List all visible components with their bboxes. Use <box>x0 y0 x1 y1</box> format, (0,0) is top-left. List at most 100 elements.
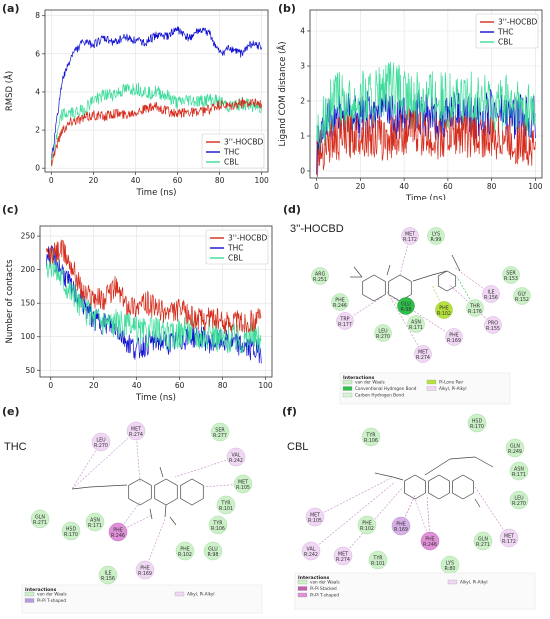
panel-label-e: (e) <box>2 405 20 418</box>
residue-name: MET <box>418 350 428 356</box>
x-tick-label: 60 <box>173 176 183 185</box>
residue-number: R:80 <box>445 566 456 572</box>
panel-label-d: (d) <box>283 203 301 216</box>
residue-number: R:170 <box>470 424 484 430</box>
residue-name: GLN <box>510 444 520 450</box>
ligand-bond <box>424 458 451 476</box>
residue-name: VAL <box>232 453 241 459</box>
residue-disc <box>98 565 118 585</box>
ligand-bond <box>412 274 433 282</box>
residue-disc <box>226 447 246 467</box>
residue-disc <box>361 427 381 447</box>
residue-name: GLN <box>35 515 45 521</box>
residue-number: R:246 <box>333 303 347 309</box>
residue-number: R:249 <box>508 449 522 455</box>
residue-number: R:153 <box>504 276 518 282</box>
residue-number: R:98 <box>401 307 412 313</box>
legend-swatch <box>426 386 437 391</box>
ligand-structure <box>374 456 494 508</box>
residue-number: R:170 <box>64 532 78 538</box>
ligand-bond <box>449 456 476 460</box>
legend-swatch <box>297 586 308 591</box>
residue-number: R:242 <box>304 552 318 558</box>
residue-disc <box>509 461 529 481</box>
ligand-bond <box>386 264 391 276</box>
residue-number: R:152 <box>515 297 529 303</box>
series-line-0 <box>316 108 536 177</box>
diagram-title-e: THC <box>4 441 27 453</box>
residue-disc <box>509 490 529 510</box>
residue-disc <box>368 550 388 570</box>
residue-disc <box>126 421 146 441</box>
legend-swatch <box>24 598 35 603</box>
x-tick-label: 40 <box>399 182 409 191</box>
legend-label: CBL <box>224 158 239 167</box>
interactions-legend-title: Interactions <box>298 575 330 581</box>
ligand-ring <box>128 478 152 506</box>
residue-disc <box>466 299 484 317</box>
ligand-ring <box>362 274 386 302</box>
residue-name: MET <box>338 552 348 558</box>
residue-name: ASN <box>90 518 100 524</box>
ligand-bond <box>159 466 164 478</box>
residue-disc <box>216 495 236 515</box>
residue-disc <box>420 531 440 551</box>
series-group <box>50 26 263 167</box>
residue-number: R:101 <box>371 561 385 567</box>
y-tick-label: 1 <box>300 132 305 141</box>
y-tick-label: 100 <box>21 332 36 341</box>
residue-number: R:155 <box>486 326 500 332</box>
residue-name: PHE <box>140 566 150 572</box>
interaction-line <box>174 456 237 478</box>
residue-name: SER <box>506 271 516 277</box>
residue-number: R:274 <box>416 355 430 361</box>
ligand-ring <box>437 270 457 292</box>
ligand-bond <box>431 270 448 276</box>
legend-label: Carbon Hydrogen Bond <box>355 393 404 398</box>
residue-disc <box>513 287 531 305</box>
diagram-title-d: 3''-HOCBD <box>290 223 344 235</box>
residue-disc <box>499 528 519 548</box>
ligand-ring <box>428 474 450 500</box>
legend-swatch <box>24 591 35 597</box>
x-tick-label: 60 <box>443 182 453 191</box>
y-tick-label: 3 <box>300 62 305 71</box>
residue-disc <box>391 516 411 536</box>
interaction-line <box>71 441 102 490</box>
residue-disc <box>175 541 195 561</box>
residue-name: TYR <box>365 433 376 439</box>
residue-name: TYR <box>212 521 223 527</box>
x-tick-label: 40 <box>131 176 141 185</box>
legend-swatch <box>447 579 458 585</box>
residue-name: PHE <box>113 528 123 534</box>
residue-name: LYS <box>446 561 454 567</box>
ligand-ring <box>180 478 204 506</box>
x-tick-label: 80 <box>218 381 228 390</box>
residue-number: R:271 <box>33 520 47 526</box>
y-tick-label: 250 <box>21 232 36 241</box>
legend-label: Pi-Pi T-shaped <box>310 593 339 598</box>
residue-number: R:99 <box>431 237 442 243</box>
residue-number: R:270 <box>94 443 108 449</box>
diagram-d-svg: METR:172LYSR:99SERR:153ARGR:251ILER:156G… <box>311 227 531 405</box>
residue-name: PHE <box>335 298 345 304</box>
residue-number: R:251 <box>313 277 327 283</box>
residue-disc <box>484 316 502 334</box>
residue-name: VAL <box>307 547 316 553</box>
residue-number: R:270 <box>376 334 390 340</box>
panel-label-f: (f) <box>282 405 297 418</box>
